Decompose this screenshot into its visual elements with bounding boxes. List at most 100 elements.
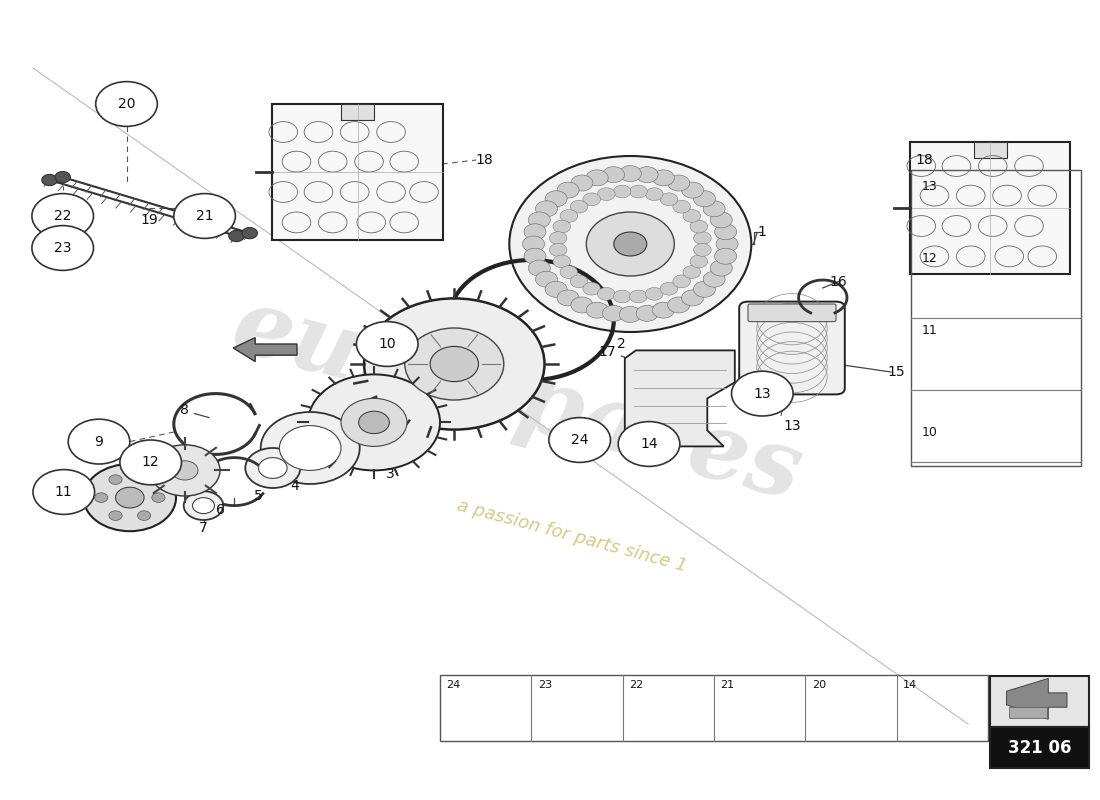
Circle shape [629, 185, 647, 198]
Circle shape [279, 426, 341, 470]
Polygon shape [233, 338, 297, 362]
Text: 4: 4 [290, 478, 299, 493]
Circle shape [673, 200, 691, 213]
Circle shape [138, 511, 151, 521]
Text: 18: 18 [915, 153, 933, 167]
Text: 13: 13 [783, 418, 801, 433]
Circle shape [536, 201, 558, 217]
Circle shape [364, 298, 544, 430]
Circle shape [570, 275, 587, 288]
Circle shape [172, 461, 198, 480]
Text: 5: 5 [254, 489, 263, 503]
Text: 1: 1 [758, 225, 767, 239]
Circle shape [68, 419, 130, 464]
Circle shape [308, 374, 440, 470]
Polygon shape [1009, 707, 1047, 718]
Circle shape [583, 282, 601, 295]
Circle shape [597, 287, 615, 300]
Text: 16: 16 [829, 274, 847, 289]
Circle shape [636, 166, 658, 182]
Circle shape [109, 474, 122, 484]
Text: 2: 2 [617, 337, 626, 351]
Circle shape [174, 194, 235, 238]
Circle shape [557, 182, 579, 198]
Circle shape [683, 266, 701, 278]
Circle shape [524, 248, 546, 264]
Text: 11: 11 [55, 485, 73, 499]
Bar [990, 726, 1089, 768]
Circle shape [509, 156, 751, 332]
Circle shape [560, 210, 578, 222]
Text: 321 06: 321 06 [1008, 738, 1071, 757]
Text: 12: 12 [922, 252, 937, 265]
Text: 8: 8 [180, 403, 189, 418]
Polygon shape [625, 350, 735, 446]
Text: 24: 24 [447, 680, 461, 690]
Circle shape [636, 306, 658, 322]
Circle shape [138, 474, 151, 484]
Circle shape [586, 212, 674, 276]
Text: 18: 18 [475, 153, 493, 167]
Circle shape [546, 190, 568, 206]
Text: 12: 12 [142, 455, 160, 470]
Circle shape [619, 166, 641, 182]
Circle shape [549, 232, 566, 245]
Circle shape [694, 243, 712, 256]
Circle shape [261, 412, 360, 484]
Text: 9: 9 [95, 434, 103, 449]
Circle shape [652, 302, 674, 318]
Circle shape [341, 398, 407, 446]
Text: 11: 11 [922, 324, 937, 337]
Circle shape [603, 166, 625, 182]
Circle shape [536, 271, 558, 287]
Text: 14: 14 [640, 437, 658, 451]
Circle shape [152, 493, 165, 502]
Circle shape [549, 243, 566, 256]
Circle shape [356, 322, 418, 366]
Circle shape [184, 491, 223, 520]
Circle shape [646, 188, 663, 201]
Circle shape [405, 328, 504, 400]
Circle shape [586, 170, 608, 186]
Circle shape [683, 210, 701, 222]
Circle shape [682, 182, 704, 198]
Circle shape [359, 411, 389, 434]
Text: 22: 22 [54, 209, 72, 223]
Circle shape [603, 306, 625, 322]
Circle shape [583, 193, 601, 206]
Circle shape [42, 174, 57, 186]
Circle shape [629, 290, 647, 303]
Circle shape [33, 470, 95, 514]
Circle shape [570, 200, 587, 213]
Circle shape [84, 464, 176, 531]
Bar [341, 104, 374, 120]
Polygon shape [1006, 678, 1067, 719]
Text: 21: 21 [196, 209, 213, 223]
Circle shape [571, 175, 593, 191]
Circle shape [711, 260, 733, 276]
Circle shape [528, 212, 550, 228]
Circle shape [646, 287, 663, 300]
Circle shape [715, 224, 737, 240]
Circle shape [597, 188, 615, 201]
Circle shape [55, 171, 70, 182]
Circle shape [32, 194, 94, 238]
Text: 19: 19 [141, 213, 158, 227]
Circle shape [652, 170, 674, 186]
Bar [990, 676, 1089, 726]
Text: a passion for parts since 1: a passion for parts since 1 [455, 497, 689, 575]
Text: 23: 23 [538, 680, 552, 690]
Circle shape [673, 275, 691, 288]
Bar [974, 142, 1006, 158]
Circle shape [693, 282, 715, 298]
Circle shape [715, 248, 737, 264]
Text: 15: 15 [888, 365, 905, 379]
Circle shape [703, 201, 725, 217]
Text: 24: 24 [571, 433, 588, 447]
Circle shape [619, 306, 641, 322]
Circle shape [693, 190, 715, 206]
Circle shape [614, 185, 631, 198]
Text: 14: 14 [903, 680, 917, 690]
Circle shape [614, 290, 631, 303]
Circle shape [524, 224, 546, 240]
